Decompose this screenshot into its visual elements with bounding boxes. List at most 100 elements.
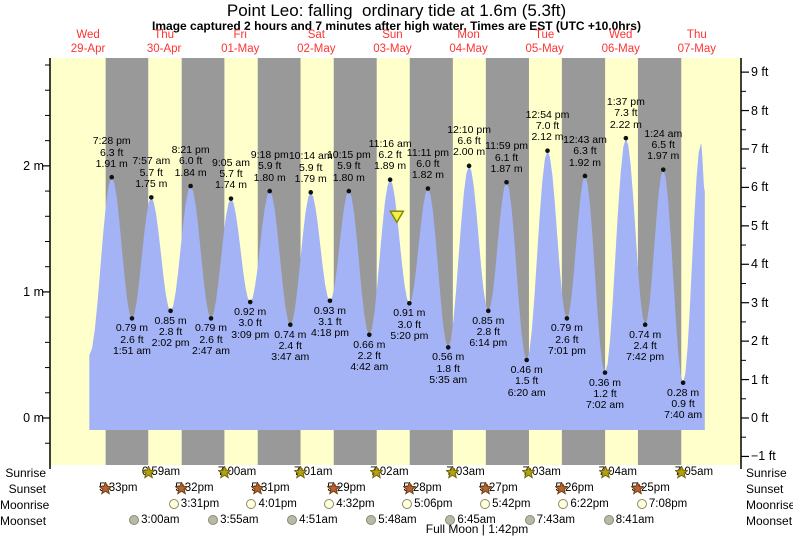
annotation-line: 6:20 am [507,386,546,399]
annotation-line: 6.3 ft [573,145,597,158]
sunset-event: 5:31pm [251,482,290,495]
annotation-line: 1.91 m [95,157,128,170]
sunrise-row-label-right: Sunrise [746,466,787,480]
low-tide-annotation: 0.79 m 2.6 ft 2:47 am [174,323,248,357]
high-tide-annotation: 1:24 am 6.5 ft 1.97 m [626,127,700,163]
moonset-event: 6:45am [445,514,496,526]
tide-dot [425,186,431,191]
moonrise-event: 6:22pm [558,498,609,510]
sunset-row-label-left: Sunset [8,482,46,496]
annotation-line: 7:57 am [132,155,171,168]
low-tide-annotation: 0.66 m 2.2 ft 4:42 am [332,338,406,374]
day-label: Sat 02-May [283,29,349,56]
moonset-icon [287,515,298,525]
annotation-line: 2:02 pm [151,337,190,350]
axis-label-left: 0 m [23,411,44,425]
water-area [89,138,705,430]
annotation-line: 11:11 pm [406,146,450,159]
annotation-line: 9:18 pm [250,149,289,162]
annotation-line: 7:02 am [586,399,624,412]
axis-label-right: −1 ft [751,449,776,464]
tide-dot [367,332,372,338]
moonset-event: 5:48am [366,514,417,526]
annotation-line: 3.0 ft [397,318,422,331]
astro-time: 5:42pm [492,498,531,510]
sunset-event: 5:29pm [327,482,366,495]
astro-time: 7:08pm [648,498,688,510]
sunset-icon [99,482,113,495]
moonset-event: 8:41am [603,514,655,526]
annotation-line: 0.92 m [234,306,267,318]
sunrise-icon [370,466,384,479]
annotation-line: 4:18 pm [311,327,349,340]
sunrise-event: 7:04am [598,466,637,479]
annotation-line: 1:51 am [112,344,151,357]
annotation-line: 5:35 am [429,373,468,386]
day-label: Wed 06-May [588,29,654,56]
annotation-line: 0.66 m [353,338,386,351]
sunrise-event: 7:01am [294,466,332,479]
moonrise-event: 3:31pm [168,498,219,510]
annotation-line: 1:24 am [644,127,683,140]
weekday-text: Thu [686,29,707,41]
annotation-line: 6:14 pm [469,337,508,350]
moonset-icon [129,515,140,525]
annotation-line: 1.80 m [253,171,286,184]
axis-label-right: 8 ft [751,103,769,118]
astro-time: 8:41am [615,514,655,526]
tide-dot [208,316,214,321]
annotation-line: 6.0 ft [178,155,203,168]
moonrise-event: 7:08pm [636,498,688,510]
annotation-line: 0.36 m [588,376,622,389]
annotation-line: 6.3 ft [100,146,124,159]
annotation-line: 0.79 m [115,322,148,335]
sunrise-icon [674,466,688,479]
sunrise-icon [294,466,308,479]
moonrise-icon [636,499,647,509]
weekday-text: Tue [534,29,555,41]
axis-label-right: 1 ft [751,372,769,387]
annotation-line: 7.3 ft [614,107,638,120]
axis-label-left: 1 m [23,284,44,299]
high-tide-annotation: 12:54 pm 7.0 ft 2.12 m [511,109,585,144]
sunrise-event: 7:02am [370,466,409,479]
astro-time: 3:55am [220,514,259,526]
astro-time: 3:00am [141,514,180,526]
low-tide-annotation: 0.79 m 2.6 ft 7:01 pm [530,323,604,357]
annotation-line: 1.75 m [135,177,168,190]
moonrise-icon [168,499,179,509]
sunset-icon [631,482,645,495]
annotation-line: 2:47 am [192,344,230,357]
moonset-icon [524,515,535,525]
annotation-line: 9:05 am [212,156,250,169]
weekday-text: Sun [382,29,403,41]
moonset-row-label-right: Moonset [746,514,793,528]
annotation-line: 1.97 m [647,150,680,163]
moonrise-icon [324,499,335,509]
annotation-line: 2.6 ft [199,333,223,346]
annotation-line: 1.79 m [294,172,327,185]
tide-dot [466,163,472,169]
sunset-icon [555,482,569,495]
annotation-line: 2.6 ft [120,333,144,346]
tide-dot [188,183,193,189]
low-tide-annotation: 0.56 m 1.8 ft 5:35 am [411,352,485,386]
annotation-line: 7:01 pm [547,344,586,357]
page-title: Point Leo: falling ordinary tide at 1.6m… [226,1,567,20]
sunrise-event: 7:00am [217,466,256,479]
day-label: Sun 03-May [359,29,425,56]
annotation-line: 10:15 pm [326,149,371,162]
annotation-line: 3:09 pm [231,328,270,341]
moonrise-icon [558,499,569,509]
moonset-icon [208,515,219,525]
tide-dot [327,298,333,304]
low-tide-annotation: 0.93 m 3.1 ft 4:18 pm [293,305,367,340]
annotation-line: 11:59 pm [485,140,529,153]
annotation-line: 2.8 ft [158,326,183,339]
low-tide-annotation: 0.28 m 0.9 ft 7:40 am [646,387,720,422]
low-tide-annotation: 0.74 m 2.4 ft 3:47 am [253,329,327,364]
astro-time: 6:22pm [570,498,609,510]
annotation-line: 1.84 m [174,166,207,179]
moonset-event: 7:43am [524,514,575,526]
annotation-line: 6.0 ft [416,157,440,170]
